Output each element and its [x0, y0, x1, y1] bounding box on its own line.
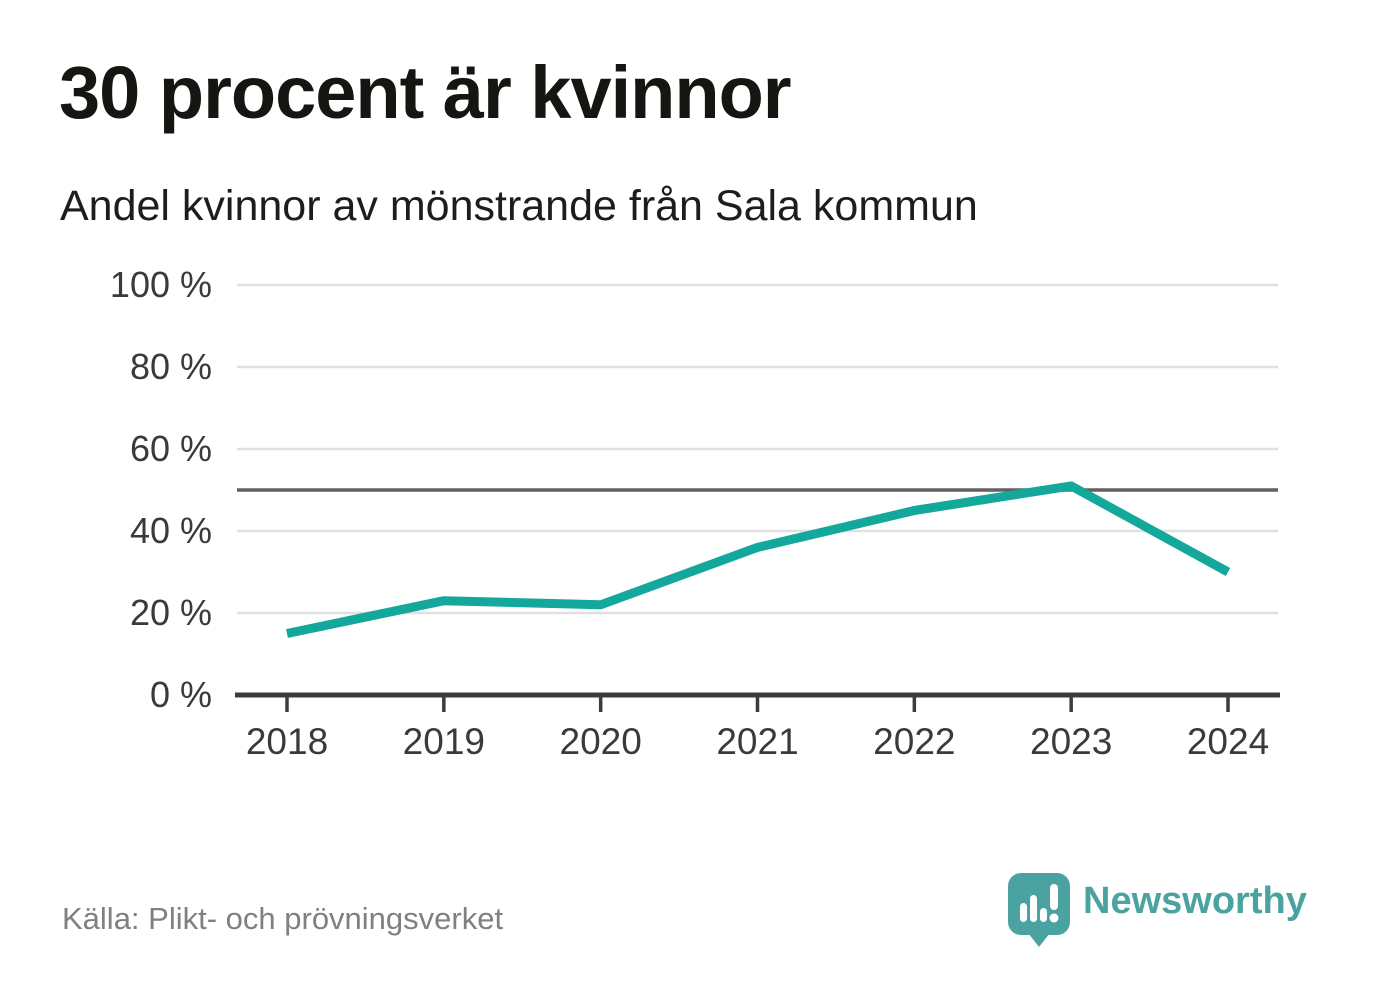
y-tick-label-40: 40 % — [130, 510, 212, 551]
logo-exclamation-dot — [1049, 913, 1059, 923]
newsworthy-logo: Newsworthy — [1008, 873, 1307, 949]
logo-bubble — [1008, 873, 1070, 935]
newsworthy-logo-text: Newsworthy — [1083, 880, 1307, 922]
source-note: Källa: Plikt- och prövningsverket — [62, 901, 504, 936]
x-tick-label-2024: 2024 — [1187, 721, 1269, 762]
y-tick-label-20: 20 % — [130, 592, 212, 633]
x-tick-label-2020: 2020 — [560, 721, 642, 762]
x-tick-label-2018: 2018 — [246, 721, 328, 762]
logo-bar-2 — [1030, 895, 1037, 922]
y-tick-label-0: 0 % — [150, 674, 212, 715]
x-tick-label-2022: 2022 — [873, 721, 955, 762]
newsworthy-logo-icon — [1008, 873, 1070, 947]
x-tick-label-2021: 2021 — [716, 721, 798, 762]
logo-bar-3 — [1040, 908, 1047, 922]
y-tick-label-60: 60 % — [130, 428, 212, 469]
chart-subtitle: Andel kvinnor av mönstrande från Sala ko… — [60, 182, 978, 230]
y-tick-label-80: 80 % — [130, 346, 212, 387]
x-tick-label-2023: 2023 — [1030, 721, 1112, 762]
x-tick-label-2019: 2019 — [403, 721, 485, 762]
chart-title: 30 procent är kvinnor — [59, 51, 792, 134]
y-tick-label-100: 100 % — [110, 264, 212, 305]
data-line-andel-kvinnor-av-mönstrande — [286, 481, 1231, 638]
logo-exclamation-bar — [1050, 884, 1058, 910]
logo-bar-1 — [1020, 903, 1027, 922]
